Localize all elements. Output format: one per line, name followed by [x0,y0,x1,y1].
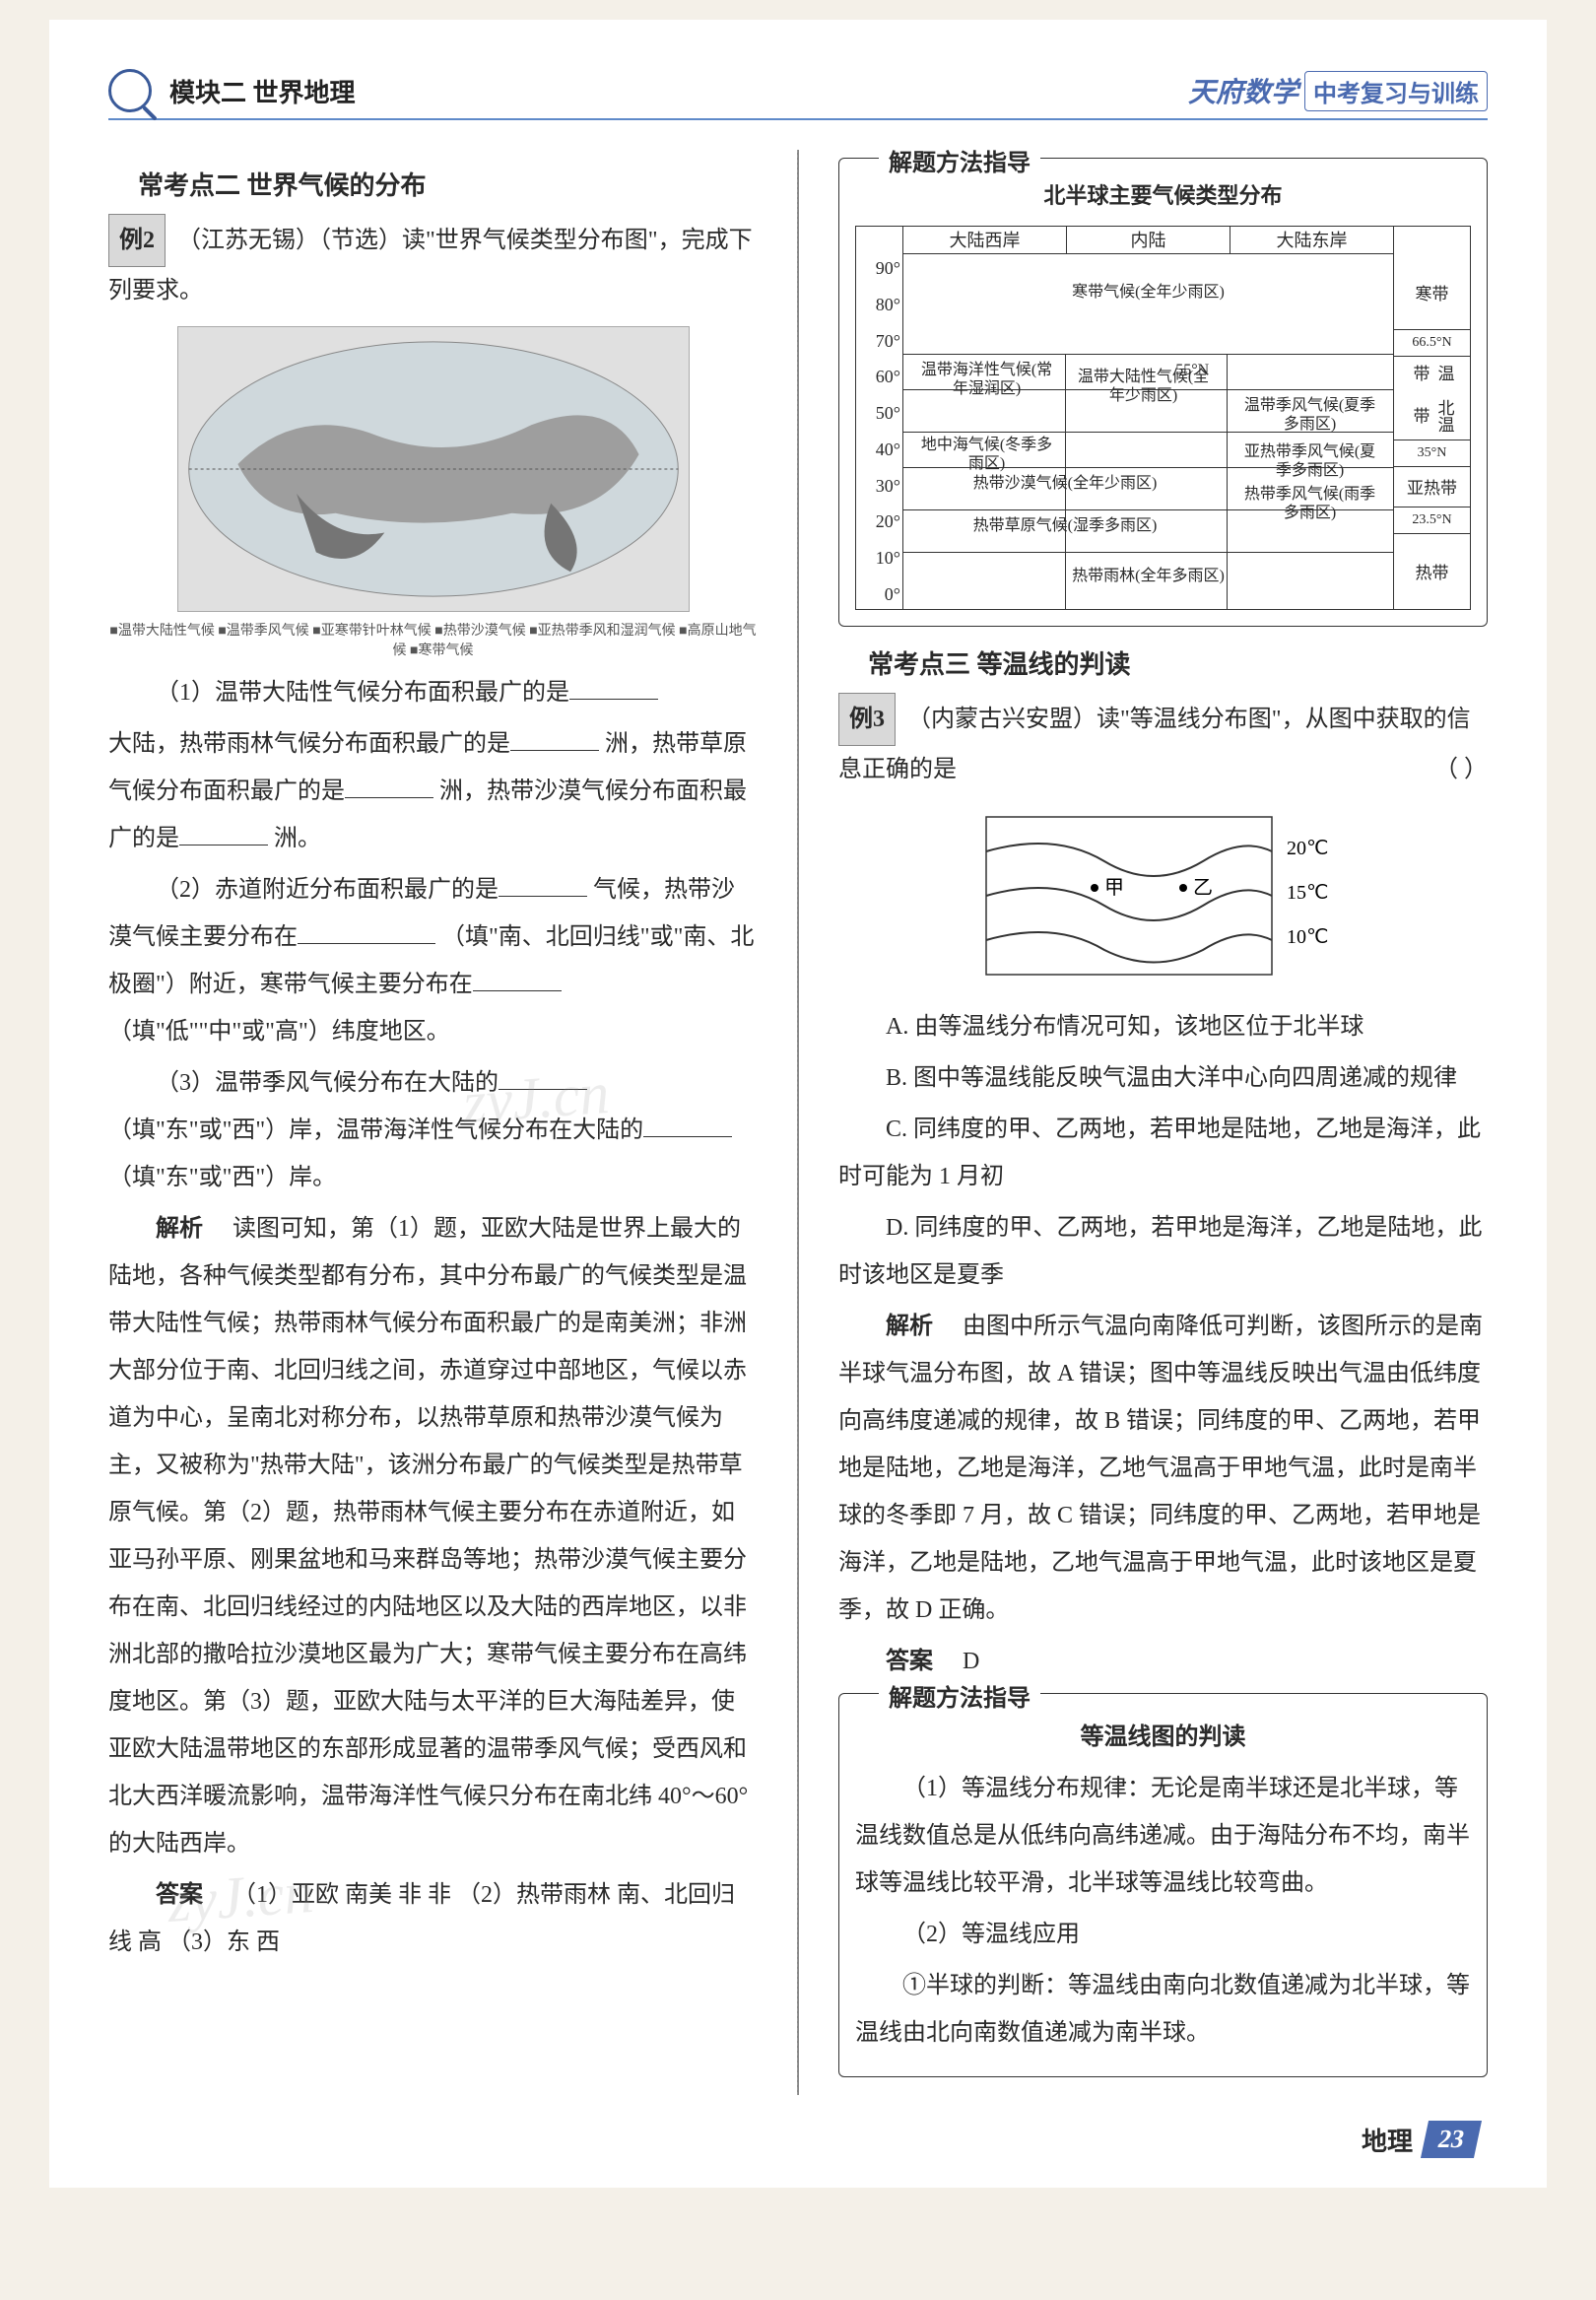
analysis-text-r: 由图中所示气温向南降低可判断，该图所示的是南半球气温分布图，故 A 错误；图中等… [838,1314,1483,1623]
lat-35: 35°N [1394,440,1470,467]
footer-subject: 地理 [1362,2122,1413,2158]
cell-monsoon-temp: 温带季风气候(夏季多雨区) [1236,396,1383,434]
map-legend: ■温带大陆性气候 ■温带季风气候 ■亚寒带针叶林气候 ■热带沙漠气候 ■亚热带季… [108,620,758,659]
answer-left: 答案 （1）亚欧 南美 非 非 （2）热带雨林 南、北回归线 高 （3）东 西 [108,1871,758,1966]
chart-top-row: 大陆西岸 内陆 大陆东岸 [903,227,1393,254]
analysis-right: 解析 由图中所示气温向南降低可判断，该图所示的是南半球气温分布图，故 A 错误；… [838,1303,1488,1634]
paren: （ ） [1434,746,1488,793]
q1-line2: 大陆，热带雨林气候分布面积最广的是 洲，热带草原气候分布面积最广的是 洲，热带沙… [108,720,758,862]
col-inland: 内陆 [1067,227,1230,253]
guide2-p3: ①半球的判断：等温线由南向北数值递减为北半球，等温线由北向南数值递减为南半球。 [855,1962,1471,2057]
header-left: 模块二 世界地理 [108,69,356,112]
blank [298,918,435,944]
blank [510,725,599,751]
example-2-text: （江苏无锡）（节选）读"世界气候类型分布图"，完成下列要求。 [108,228,753,304]
guide2-p1: （1）等温线分布规律：无论是南半球还是北半球，等温线数值总是从低纬向高纬递减。由… [855,1765,1471,1907]
cell-desert: 热带沙漠气候(全年少雨区) [913,474,1217,493]
analysis-label: 解析 [156,1216,203,1242]
page-header: 模块二 世界地理 天府数学 中考复习与训练 [108,69,1488,120]
map-svg [178,327,689,611]
latitude-axis: 90° 80° 70° 60° 50° 40° 30° 20° 10° 0° [856,254,903,609]
example-2-tag: 例2 [108,214,166,267]
grid-cells: 寒带气候(全年少雨区) 温带海洋性气候(常年湿润区) 温带大陆性气候(全年少雨区… [903,254,1393,609]
lat-235: 23.5°N [1394,507,1470,534]
q1-line1: （1）温带大陆性气候分布面积最广的是 [108,669,758,716]
guide-title-1: 解题方法指导 [879,143,1040,177]
answer-label: 答案 [156,1882,203,1908]
example-3-tag: 例3 [838,693,896,746]
analysis-label-r: 解析 [886,1314,933,1339]
isotherm-diagram: 20℃ 15℃ 10℃ 甲 乙 [976,807,1351,989]
brand-subtitle: 中考复习与训练 [1304,71,1488,111]
example-3-text: （内蒙古兴安盟）读"等温线分布图"，从图中获取的信息正确的是 [838,707,1471,782]
q3-line: （3）温带季风气候分布在大陆的 （填"东"或"西"）岸，温带海洋性气候分布在大陆… [108,1059,758,1201]
option-c: C. 同纬度的甲、乙两地，若甲地是陆地，乙地是海洋，此时可能为 1 月初 [838,1106,1488,1200]
col-west: 大陆西岸 [903,227,1067,253]
page-footer: 地理 23 [1362,2121,1478,2158]
module-title: 模块二 世界地理 [169,73,356,109]
world-climate-map [177,326,690,612]
isotherm-svg: 20℃ 15℃ 10℃ 甲 乙 [976,807,1351,984]
zone-subtrop: 亚热带 [1394,467,1470,507]
svg-text:甲: 甲 [1104,877,1124,899]
two-columns: 常考点二 世界气候的分布 例2 （江苏无锡）（节选）读"世界气候类型分布图"，完… [108,150,1488,2095]
guide-box-1: 解题方法指导 北半球主要气候类型分布 大陆西岸 内陆 大陆东岸 [838,158,1488,627]
t20-label: 20℃ [1287,838,1328,859]
answer-text-r: D [963,1649,979,1674]
col-east: 大陆东岸 [1230,227,1393,253]
blank [499,871,587,897]
q2-line1: （2）赤道附近分布面积最广的是 气候，热带沙漠气候主要分布在 （填"南、北回归线… [108,866,758,1055]
left-column: 常考点二 世界气候的分布 例2 （江苏无锡）（节选）读"世界气候类型分布图"，完… [108,150,758,2095]
svg-text:乙: 乙 [1193,877,1213,899]
example-3-intro: 例3 （内蒙古兴安盟）读"等温线分布图"，从图中获取的信息正确的是 （ ） [838,693,1488,793]
answer-text: （1）亚欧 南美 非 非 （2）热带雨林 南、北回归线 高 （3）东 西 [108,1882,735,1955]
blank [473,966,562,991]
zone-cold: 寒带 [1394,254,1470,330]
lat-665: 66.5°N [1394,330,1470,357]
page-number: 23 [1421,2121,1482,2158]
cell-trop-monsoon: 热带季风气候(雨季多雨区) [1236,485,1383,522]
analysis-left: 解析 读图可知，第（1）题，亚欧大陆是世界上最大的陆地，各种气候类型都有分布，其… [108,1205,758,1867]
cell-oceanic: 温带海洋性气候(常年湿润区) [913,361,1060,398]
cell-med: 地中海气候(冬季多雨区) [913,436,1060,473]
climate-grid: 90° 80° 70° 60° 50° 40° 30° 20° 10° 0° [856,254,1470,609]
zone-column: 寒带 66.5°N 温带 北温带 35°N 亚热带 23.5°N 热带 [1393,254,1470,609]
option-a: A. 由等温线分布情况可知，该地区位于北半球 [838,1003,1488,1050]
cell-sub-monsoon: 亚热带季风气候(夏季多雨区) [1236,442,1383,480]
magnify-icon [108,69,152,112]
zone-temp: 温带 北温带 [1394,357,1470,440]
guide-box-2: 解题方法指导 等温线图的判读 （1）等温线分布规律：无论是南半球还是北半球，等温… [838,1693,1488,2077]
zone-trop: 热带 [1394,534,1470,609]
analysis-text: 读图可知，第（1）题，亚欧大陆是世界上最大的陆地，各种气候类型都有分布，其中分布… [108,1216,748,1857]
answer-label-r: 答案 [886,1649,933,1674]
blank [643,1112,732,1137]
brand-logo: 天府数学 [1188,71,1298,110]
cell-55n: 55°N [1158,361,1227,379]
climate-chart: 大陆西岸 内陆 大陆东岸 90° 80° 70° 60° 50° [855,226,1471,610]
t15-label: 15℃ [1287,882,1328,904]
cell-rainforest: 热带雨林(全年多雨区) [903,567,1393,585]
blank [179,820,268,846]
column-divider [797,150,799,2095]
right-column: 解题方法指导 北半球主要气候类型分布 大陆西岸 内陆 大陆东岸 [838,150,1488,2095]
guide-title-2: 解题方法指导 [879,1678,1040,1713]
section-title-2: 常考点二 世界气候的分布 [138,166,758,202]
blank [345,773,433,798]
page: 模块二 世界地理 天府数学 中考复习与训练 常考点二 世界气候的分布 例2 （江… [49,20,1547,2188]
cell-savanna: 热带草原气候(湿季多雨区) [913,516,1217,535]
blank [499,1064,587,1090]
section-title-3: 常考点三 等温线的判读 [868,644,1488,681]
cell-cold: 寒带气候(全年少雨区) [903,283,1393,302]
climate-chart-title: 北半球主要气候类型分布 [855,172,1471,216]
option-b: B. 图中等温线能反映气温由大洋中心向四周递减的规律 [838,1054,1488,1102]
example-2-intro: 例2 （江苏无锡）（节选）读"世界气候类型分布图"，完成下列要求。 [108,214,758,314]
guide2-subtitle: 等温线图的判读 [855,1714,1471,1761]
guide2-p2: （2）等温线应用 [855,1911,1471,1958]
header-right: 天府数学 中考复习与训练 [1188,71,1488,111]
option-d: D. 同纬度的甲、乙两地，若甲地是海洋，乙地是陆地，此时该地区是夏季 [838,1204,1488,1299]
t10-label: 10℃ [1287,926,1328,948]
blank [569,674,658,700]
